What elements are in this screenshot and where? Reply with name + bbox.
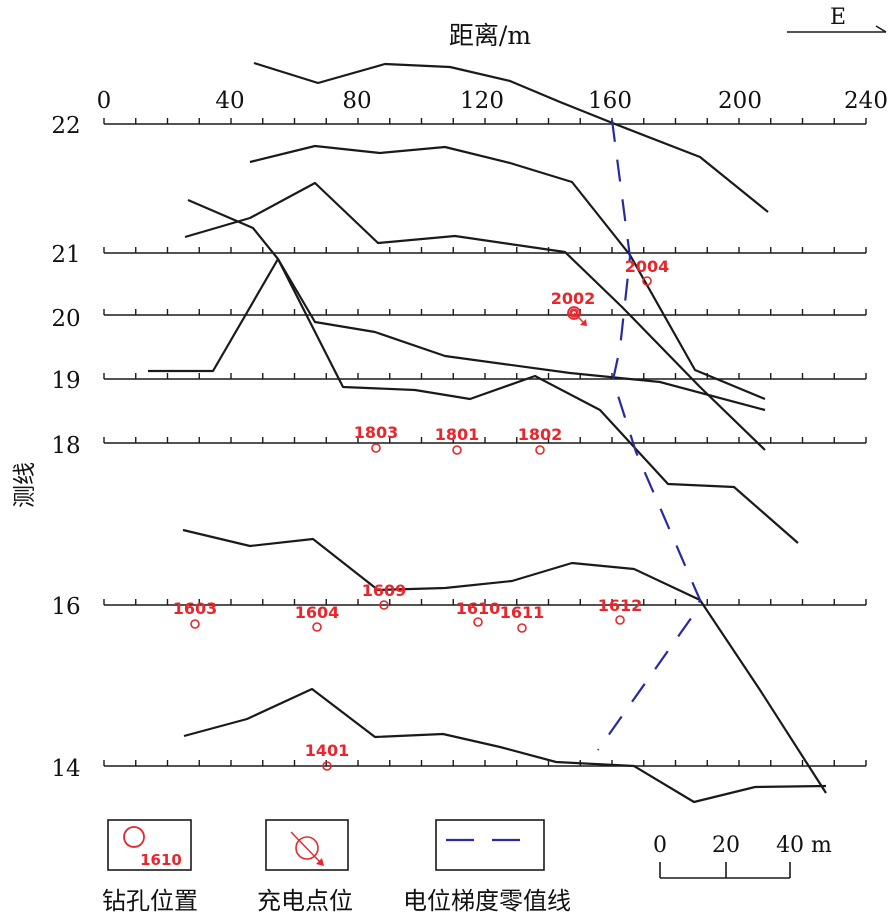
borehole-marker-1803 [371, 443, 381, 453]
curve-line-21 [184, 181, 766, 451]
legend: 1610 钻孔位置 充电点位 电位梯度零值线 [102, 819, 571, 915]
x-tick-0: 0 [97, 88, 112, 114]
borehole-marker-1612 [615, 615, 625, 625]
x-tick-200: 200 [718, 88, 762, 114]
legend-borehole: 1610 钻孔位置 [102, 819, 198, 915]
charge-point-marker [567, 306, 587, 326]
line-label-20: 20 [51, 306, 80, 332]
scale-bar: 0 20 40 m [653, 833, 832, 879]
borehole-marker-1801 [452, 445, 462, 455]
borehole-label-1803: 1803 [354, 423, 399, 442]
borehole-marker-1609 [379, 600, 389, 610]
survey-line-labels: 22 21 20 19 18 16 14 [51, 113, 80, 782]
borehole-label-1611: 1611 [500, 603, 545, 622]
zero-line [597, 119, 702, 751]
legend-zero-line-caption: 电位梯度零值线 [403, 887, 571, 915]
boreholes: 2004 2002 1803 1801 1802 1603 1604 1609 … [173, 257, 670, 771]
borehole-label-1401: 1401 [305, 741, 350, 760]
x-tick-labels: 0 40 80 120 160 200 240 [97, 88, 888, 114]
x-tick-240: 240 [844, 88, 888, 114]
borehole-label-2002: 2002 [551, 289, 596, 308]
survey-lines [103, 118, 867, 767]
curve-line-16 [182, 528, 827, 794]
borehole-label-1610: 1610 [456, 599, 501, 618]
line-label-14: 14 [51, 756, 80, 782]
line-label-21: 21 [51, 242, 80, 268]
curve-line-21-upper [249, 144, 766, 401]
borehole-marker-1802 [535, 445, 545, 455]
east-arrow-label: E [830, 5, 846, 30]
borehole-label-1612: 1612 [598, 596, 643, 615]
borehole-marker-1610 [473, 617, 483, 627]
charge-point-sample-icon [295, 836, 319, 860]
y-axis-title: 测线 [12, 462, 38, 508]
borehole-label-1802: 1802 [518, 425, 563, 444]
distance-axis-title: 距离/m [449, 21, 531, 50]
line-label-19: 19 [51, 368, 80, 394]
curve-line-19 [148, 257, 799, 544]
x-tick-80: 80 [342, 88, 371, 114]
curve-line-14 [183, 687, 827, 804]
legend-charge-point-caption: 充电点位 [257, 887, 353, 915]
line-label-18: 18 [51, 433, 80, 459]
borehole-label-2004: 2004 [625, 257, 670, 276]
borehole-marker-2002 [569, 308, 579, 318]
legend-charge-point: 充电点位 [257, 819, 353, 915]
borehole-marker-1611 [517, 623, 527, 633]
borehole-label-1604: 1604 [295, 603, 340, 622]
curve-line-22 [253, 61, 769, 213]
x-tick-160: 160 [588, 88, 632, 114]
scale-tick-0: 0 [653, 833, 667, 858]
borehole-label-1801: 1801 [435, 425, 480, 444]
legend-zero-line: 电位梯度零值线 [403, 819, 571, 915]
line-label-22: 22 [51, 113, 80, 139]
line-label-16: 16 [51, 594, 80, 620]
borehole-marker-2004 [642, 276, 652, 286]
borehole-marker-1401 [322, 761, 332, 771]
borehole-label-1603: 1603 [173, 599, 218, 618]
legend-borehole-caption: 钻孔位置 [102, 887, 198, 915]
scale-tick-40: 40 m [776, 833, 832, 858]
east-arrow: E [787, 5, 887, 33]
borehole-sample-icon [123, 826, 145, 848]
potential-curves [148, 61, 827, 804]
borehole-label-1609: 1609 [362, 581, 407, 600]
curve-line-20 [187, 198, 766, 412]
scale-tick-20: 20 [712, 833, 740, 858]
borehole-marker-1603 [190, 619, 200, 629]
legend-borehole-sample-label: 1610 [140, 851, 182, 869]
borehole-marker-1604 [312, 622, 322, 632]
x-tick-40: 40 [215, 88, 244, 114]
x-tick-120: 120 [460, 88, 504, 114]
